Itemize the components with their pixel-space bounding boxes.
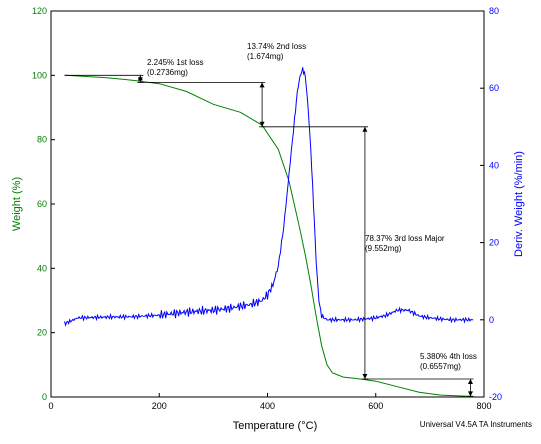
annotation-label: 78.37% 3rd loss Major [365,234,445,243]
series-lines [64,67,474,397]
y-axis-left: 0 20 40 60 80 100 120 [32,6,55,402]
y-right-tick-label: 60 [489,83,499,93]
y-right-tick-label: 40 [489,160,499,170]
y-left-tick-label: 100 [32,70,47,80]
plot-border [50,10,485,398]
annotation-label: 2.245% 1st loss [147,58,203,67]
annotation-arrowhead [259,121,265,127]
annotation-arrowhead [362,126,368,132]
annotation-label: 5.380% 4th loss [420,352,477,361]
x-tick-label: 600 [368,401,383,411]
y-left-tick-label: 120 [32,6,47,16]
annotation-label: (1.674mg) [247,52,284,61]
annotation-label: (9.552mg) [365,244,402,253]
annotation-label: (0.6557mg) [420,362,461,371]
plot-frame [50,10,485,398]
x-tick-label: 800 [476,401,491,411]
y-left-tick-label: 80 [37,135,47,145]
y-left-tick-label: 40 [37,263,47,273]
y-left-tick-label: 0 [42,392,47,402]
y-right-tick-label: 80 [489,6,499,16]
x-axis: 0 200 400 600 800 [48,393,492,411]
footer-text: Universal V4.5A TA Instruments [420,420,532,429]
y-axis-left-title: Weight (%) [11,177,23,231]
weight-curve [64,74,474,397]
annotation-arrowhead [467,391,473,397]
annotation-arrowhead [137,77,143,83]
x-axis-title: Temperature (°C) [233,420,317,432]
derivative-curve [64,67,474,327]
y-right-tick-label: -20 [489,392,502,402]
y-right-tick-label: 20 [489,238,499,248]
annotation-arrowhead [467,378,473,384]
y-axis-right-title: Deriv. Weight (%/min) [513,151,525,257]
y-left-tick-label: 20 [37,328,47,338]
x-tick-label: 400 [260,401,275,411]
x-tick-label: 200 [152,401,167,411]
y-axis-right: -20 0 20 40 60 80 [480,6,502,402]
annotation-arrowhead [362,373,368,379]
annotations: 2.245% 1st loss(0.2736mg) 13.74% 2nd loss… [64,42,477,397]
annotation-label: 13.74% 2nd loss [247,42,306,51]
annotation-label: (0.2736mg) [147,68,188,77]
annotation-arrowhead [259,82,265,88]
y-right-tick-label: 0 [489,315,494,325]
y-left-tick-label: 60 [37,199,47,209]
x-tick-label: 0 [48,401,53,411]
